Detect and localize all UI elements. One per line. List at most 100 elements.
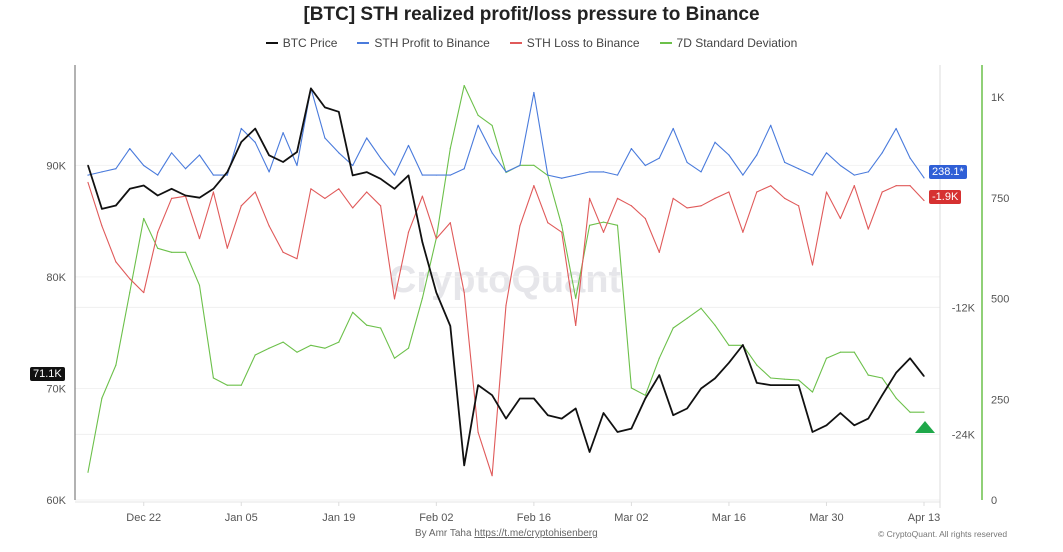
up-triangle-icon <box>915 421 935 433</box>
data-point <box>923 375 925 377</box>
data-point <box>310 188 312 190</box>
data-point <box>742 231 744 233</box>
data-point <box>867 228 869 230</box>
data-point <box>770 185 772 187</box>
x-tick-label: Mar 16 <box>712 512 746 524</box>
author-link[interactable]: https://t.me/cryptohisenberg <box>474 528 598 539</box>
footer-copyright: © CryptoQuant. All rights reserved <box>878 529 1008 539</box>
data-point <box>742 174 744 176</box>
data-point <box>616 431 619 433</box>
x-tick-label: Dec 22 <box>126 512 161 524</box>
data-point <box>143 184 145 187</box>
legend-swatch <box>659 42 672 44</box>
data-point <box>728 154 730 156</box>
data-point <box>561 417 563 420</box>
data-point <box>282 132 284 134</box>
data-point <box>728 344 730 346</box>
data-point <box>477 431 479 433</box>
data-point <box>714 141 716 143</box>
data-point <box>728 362 730 364</box>
data-point <box>282 341 284 343</box>
data-point <box>630 205 633 207</box>
data-point <box>909 157 911 159</box>
data-point <box>366 171 368 173</box>
data-point <box>338 188 340 190</box>
data-point <box>435 237 437 240</box>
x-tick-label: Jan 05 <box>225 512 258 524</box>
data-point <box>575 324 577 326</box>
data-point <box>658 251 660 253</box>
legend-item-btc[interactable]: BTC Price <box>265 36 337 50</box>
legend-item-loss[interactable]: STH Loss to Binance <box>509 36 640 50</box>
data-point <box>533 397 535 400</box>
data-point <box>547 414 549 416</box>
data-point <box>449 325 451 327</box>
data-point <box>533 185 535 187</box>
data-point <box>867 417 869 420</box>
data-point <box>254 141 256 143</box>
data-point <box>491 394 493 396</box>
legend-swatch <box>357 42 370 44</box>
data-point <box>296 258 298 260</box>
data-point <box>352 174 354 177</box>
data-point <box>811 431 814 433</box>
data-point <box>784 378 786 380</box>
data-point <box>756 191 758 193</box>
data-point <box>798 205 800 207</box>
data-point <box>463 291 465 294</box>
data-point <box>240 141 242 143</box>
data-point <box>324 197 326 199</box>
data-point <box>491 124 493 127</box>
data-point <box>352 207 354 209</box>
data-point <box>449 174 451 176</box>
data-point <box>198 154 201 156</box>
data-point <box>226 247 228 249</box>
data-point <box>602 221 605 223</box>
data-point <box>909 185 911 187</box>
x-tick-label: Mar 02 <box>614 512 648 524</box>
data-point <box>644 394 646 396</box>
data-point <box>198 197 201 199</box>
data-point <box>616 174 619 176</box>
loss-last-value-tag: -1.9K <box>929 190 962 204</box>
data-point <box>393 174 396 176</box>
data-point <box>839 412 842 414</box>
data-point <box>421 195 423 197</box>
data-point <box>352 164 354 167</box>
data-point <box>602 412 605 414</box>
data-point <box>714 377 716 380</box>
data-point <box>644 217 646 220</box>
data-point <box>533 164 535 166</box>
data-point <box>686 317 688 319</box>
data-point <box>895 185 897 187</box>
data-point <box>672 327 674 329</box>
legend-label: STH Loss to Binance <box>526 36 640 50</box>
data-point <box>881 377 883 379</box>
legend-item-stddev[interactable]: 7D Standard Deviation <box>659 36 797 50</box>
right-inner-tick-label: -12K <box>952 302 976 314</box>
data-point <box>784 197 786 199</box>
data-point <box>714 197 716 199</box>
data-point <box>853 174 855 176</box>
data-point <box>366 137 368 139</box>
data-point <box>87 164 89 166</box>
data-point <box>700 171 702 173</box>
data-point <box>310 344 312 346</box>
data-point <box>672 127 674 130</box>
data-point <box>407 231 410 233</box>
data-point <box>547 222 549 224</box>
data-point <box>421 297 423 299</box>
data-point <box>477 384 479 386</box>
data-point <box>853 424 855 426</box>
data-point <box>825 191 828 193</box>
data-point <box>393 188 396 190</box>
data-point <box>157 247 159 249</box>
data-point <box>700 307 702 309</box>
data-point <box>602 171 605 173</box>
x-tick-label: Feb 16 <box>517 512 551 524</box>
data-point <box>853 185 855 187</box>
data-point <box>171 251 173 253</box>
legend-item-profit[interactable]: STH Profit to Binance <box>357 36 490 50</box>
data-point <box>393 298 396 300</box>
data-point <box>407 144 410 147</box>
